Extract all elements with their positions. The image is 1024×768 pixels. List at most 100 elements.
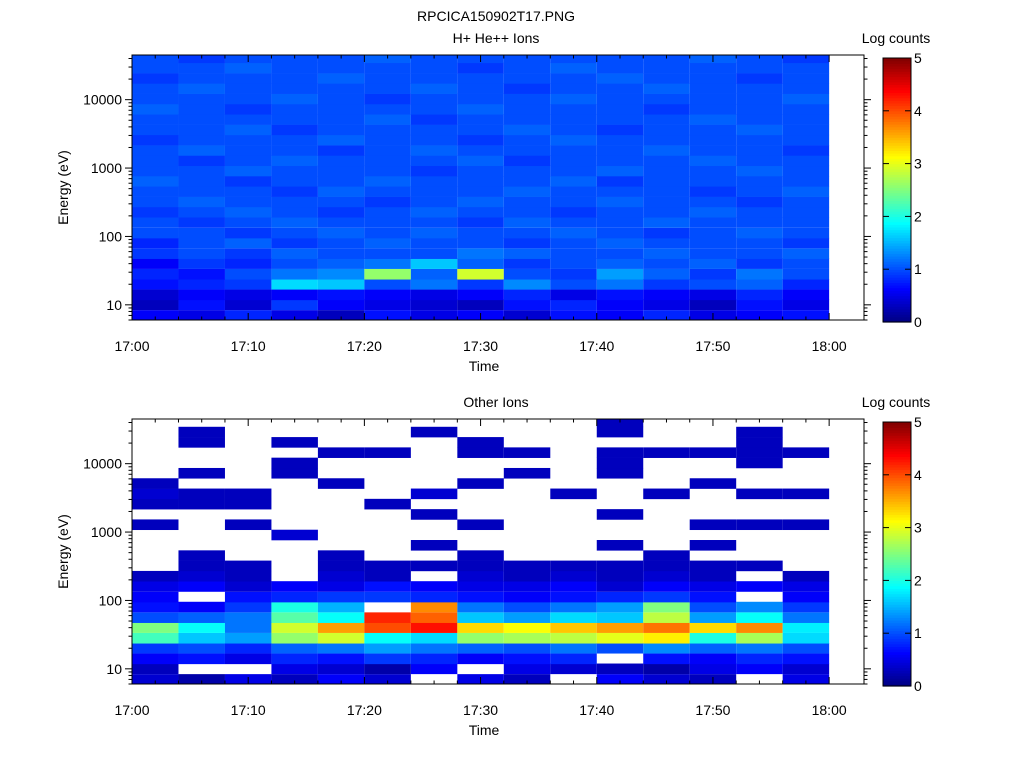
heatmap-cell [596, 310, 644, 320]
heatmap-cell [550, 591, 597, 603]
colorbar: 0 1 2 3 4 5 Log counts [862, 394, 931, 694]
colorbar-label: Log counts [862, 30, 931, 46]
heatmap-cell [317, 478, 365, 489]
heatmap-cell [689, 62, 737, 74]
heatmap-cell [271, 674, 318, 684]
heatmap-cell [503, 93, 551, 105]
heatmap-cell [782, 114, 830, 125]
colorbar-segment [883, 654, 911, 658]
heatmap-cell [132, 93, 179, 105]
heatmap-cell [410, 622, 458, 633]
colorbar-segment [883, 448, 911, 452]
colorbar-segment [883, 548, 911, 552]
colorbar-segment [883, 604, 911, 608]
heatmap-cell [550, 73, 597, 84]
heatmap-cell [550, 206, 597, 218]
heatmap-cell [132, 612, 179, 623]
heatmap-cell [178, 217, 225, 228]
heatmap-cell [457, 62, 504, 74]
heatmap-cell [736, 299, 783, 311]
colorbar-segment [883, 635, 911, 640]
heatmap-cell [689, 519, 737, 531]
heatmap-cell [596, 83, 644, 94]
colorbar-segment [883, 73, 911, 78]
heatmap-cell [643, 196, 690, 208]
heatmap-cell [457, 155, 504, 167]
heatmap-cell [596, 426, 644, 438]
colorbar-segment [883, 672, 911, 677]
heatmap-cell [132, 498, 179, 510]
heatmap-cell [224, 62, 272, 74]
heatmap-cell [736, 73, 783, 84]
heatmap-cell [364, 581, 411, 592]
colorbar-segment [883, 197, 911, 202]
colorbar-segment [883, 577, 911, 581]
colorbar-segment [883, 506, 911, 510]
colorbar-segment [883, 498, 911, 502]
colorbar-segment [883, 641, 911, 645]
heatmap-cell [457, 622, 504, 633]
heatmap-cell [689, 622, 737, 633]
x-tick-label: 17:30 [463, 702, 498, 718]
colorbar-segment [883, 211, 911, 215]
heatmap-cell [596, 419, 644, 428]
colorbar-segment [883, 649, 911, 653]
colorbar-segment [883, 490, 911, 494]
heatmap-cell [643, 560, 690, 572]
heatmap-cell [271, 206, 318, 218]
x-tick-label: 18:00 [812, 338, 847, 354]
heatmap-cell [596, 237, 644, 249]
colorbar-segment [883, 116, 911, 120]
colorbar-segment [883, 617, 911, 621]
colorbar-segment [883, 493, 911, 497]
heatmap-cell [178, 62, 225, 74]
colorbar-segment [883, 179, 911, 183]
colorbar-segment [883, 79, 911, 83]
heatmap-cell [736, 165, 783, 177]
colorbar-segment [883, 139, 911, 144]
colorbar-segment [883, 601, 911, 605]
heatmap-cell [689, 186, 737, 197]
y-axis: 10 100 1000 10000 Energy (eV) [55, 421, 871, 685]
heatmap-cell [596, 299, 644, 311]
heatmap-cell [271, 165, 318, 177]
heatmap-cell [410, 612, 458, 623]
heatmap-cell [503, 114, 551, 125]
heatmap-cell [364, 663, 411, 675]
heatmap-cell [736, 601, 783, 613]
x-tick-label: 17:50 [695, 338, 730, 354]
heatmap-cell [550, 248, 597, 259]
y-tick-label: 10000 [83, 92, 122, 108]
heatmap-cell [410, 145, 458, 156]
heatmap-cell [317, 550, 365, 561]
heatmap-cell [224, 642, 272, 654]
colorbar-segment [883, 97, 911, 101]
colorbar-segment [883, 71, 911, 75]
heatmap-cell [643, 248, 690, 259]
heatmap-cell [317, 248, 365, 259]
heatmap-cell [457, 258, 504, 269]
colorbar-segment [883, 155, 911, 159]
heatmap-cell [457, 196, 504, 208]
heatmap-cell [736, 55, 783, 64]
heatmap-cell [782, 447, 830, 458]
colorbar-segment [883, 63, 911, 67]
heatmap-cell [643, 488, 690, 500]
heatmap-cell [410, 258, 458, 269]
heatmap-cell [410, 663, 458, 675]
colorbar-segment [883, 226, 911, 231]
heatmap-cell [364, 612, 411, 623]
y-tick-label: 1000 [91, 160, 122, 176]
heatmap-cell [224, 560, 272, 572]
colorbar-segment [883, 308, 911, 313]
colorbar-segment [883, 102, 911, 107]
heatmap-cell [457, 560, 504, 572]
colorbar-segment [883, 643, 911, 647]
heatmap-cell [317, 217, 365, 228]
heatmap-cell [643, 591, 690, 603]
heatmap-cell [410, 134, 458, 146]
heatmap-cell [457, 93, 504, 105]
heatmap-cell [457, 653, 504, 665]
heatmap-cell [736, 310, 783, 320]
colorbar-segment [883, 266, 911, 270]
